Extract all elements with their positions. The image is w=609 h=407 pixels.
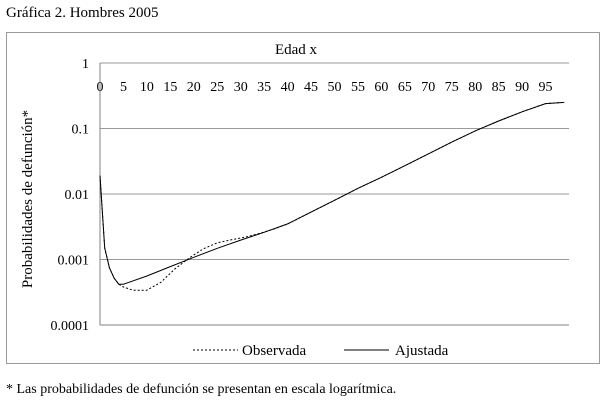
- series-line-observada: [99, 101, 565, 291]
- footnote: * Las probabilidades de defunción se pre…: [6, 382, 397, 397]
- x-tick-label: 5: [120, 80, 127, 95]
- x-tick-label: 55: [351, 80, 365, 95]
- x-tick-label: 40: [281, 80, 295, 95]
- x-tick-label: 60: [374, 80, 388, 95]
- y-tick-label: 0.0001: [51, 319, 90, 334]
- x-tick-label: 95: [539, 80, 553, 95]
- y-tick-label: 1: [82, 57, 89, 72]
- x-tick-label: 70: [421, 80, 435, 95]
- x-tick-label: 25: [210, 80, 224, 95]
- x-tick-label: 80: [468, 80, 482, 95]
- x-tick-label: 50: [328, 80, 342, 95]
- legend: Observada Ajustada: [193, 343, 449, 359]
- figure-title: Gráfica 2. Hombres 2005: [6, 5, 159, 21]
- legend-label-observada: Observada: [242, 343, 306, 359]
- x-tick-label: 85: [492, 80, 506, 95]
- chart-frame: 1 0.1 0.01 0.001 0.0001 0 5 10 15 20 25 30 35 40 45 50 5…: [6, 32, 600, 364]
- x-tick-label: 15: [163, 80, 177, 95]
- series-line-ajustada: [99, 101, 565, 285]
- x-tick-label: 45: [304, 80, 318, 95]
- x-tick-label: 65: [398, 80, 412, 95]
- y-axis-title: Probabilidades de defunción*: [20, 110, 36, 288]
- x-tick-label: 35: [257, 80, 271, 95]
- x-axis-title: Edad x: [275, 42, 318, 58]
- x-tick-label: 75: [445, 80, 459, 95]
- legend-label-ajustada: Ajustada: [395, 343, 449, 359]
- x-tick-label: 30: [234, 80, 248, 95]
- x-tick-label: 90: [515, 80, 529, 95]
- x-tick-label: 20: [187, 80, 201, 95]
- x-tick-label: 10: [140, 80, 154, 95]
- y-tick-label: 0.001: [58, 254, 90, 269]
- y-tick-label: 0.1: [72, 123, 90, 138]
- line-chart: 1 0.1 0.01 0.001 0.0001 0 5 10 15 20 25 30 35 40 45 50 5…: [20, 42, 569, 359]
- x-tick-label: 0: [97, 80, 104, 95]
- y-tick-label: 0.01: [65, 188, 90, 203]
